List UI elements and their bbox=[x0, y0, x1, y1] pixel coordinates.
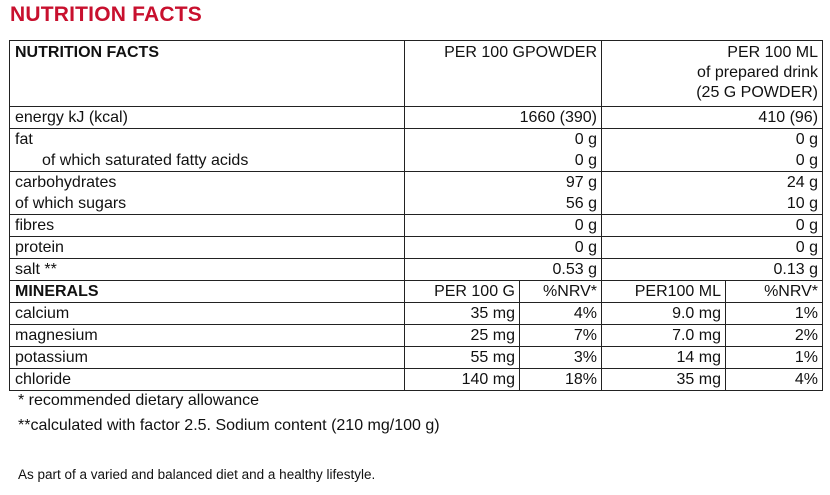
mineral-nrv1: 7% bbox=[519, 324, 602, 347]
table-row: calcium 35 mg 4% 9.0 mg 1% bbox=[9, 302, 824, 325]
table-row: energy kJ (kcal) 1660 (390) 410 (96) bbox=[9, 106, 824, 129]
header-per-100ml: PER 100 ML of prepared drink (25 G POWDE… bbox=[600, 40, 824, 107]
page-title: NUTRITION FACTS bbox=[10, 3, 202, 26]
table-row: potassium 55 mg 3% 14 mg 1% bbox=[9, 346, 824, 369]
header-label: NUTRITION FACTS bbox=[9, 40, 405, 107]
nutrient-name: fibres bbox=[9, 214, 405, 237]
minerals-header-nrv2: %NRV* bbox=[724, 280, 824, 303]
mineral-nrv2: 4% bbox=[724, 368, 824, 391]
table-row: carbohydrates 97 g 24 g bbox=[9, 171, 824, 193]
nutrient-per100ml: 0 g bbox=[600, 150, 824, 172]
header-per-100g: PER 100 GPOWDER bbox=[404, 40, 602, 107]
nutrient-per100g: 0.53 g bbox=[404, 258, 602, 281]
nutrient-per100g: 0 g bbox=[404, 214, 602, 237]
nutrient-name: energy kJ (kcal) bbox=[9, 106, 405, 129]
mineral-per100g: 35 mg bbox=[404, 302, 520, 325]
table-row: of which saturated fatty acids 0 g 0 g bbox=[9, 150, 824, 172]
nutrient-name: of which saturated fatty acids bbox=[9, 150, 405, 172]
mineral-name: chloride bbox=[9, 368, 405, 391]
mineral-per100g: 55 mg bbox=[404, 346, 520, 369]
nutrient-per100g: 1660 (390) bbox=[404, 106, 602, 129]
mineral-name: magnesium bbox=[9, 324, 405, 347]
mineral-nrv2: 1% bbox=[724, 346, 824, 369]
nutrient-name: protein bbox=[9, 236, 405, 259]
nutrient-name: of which sugars bbox=[9, 193, 405, 215]
mineral-name: potassium bbox=[9, 346, 405, 369]
minerals-header-per100g: PER 100 G bbox=[404, 280, 520, 303]
minerals-header-per100ml: PER100 ML bbox=[601, 280, 726, 303]
minerals-label: MINERALS bbox=[9, 280, 405, 303]
nutrient-per100ml: 410 (96) bbox=[600, 106, 824, 129]
mineral-nrv1: 18% bbox=[519, 368, 602, 391]
nutrient-per100ml: 24 g bbox=[600, 171, 824, 193]
mineral-per100ml: 35 mg bbox=[601, 368, 726, 391]
mineral-per100ml: 7.0 mg bbox=[601, 324, 726, 347]
nutrient-per100g: 56 g bbox=[404, 193, 602, 215]
nutrient-name: carbohydrates bbox=[9, 171, 405, 193]
nutrient-per100g: 0 g bbox=[404, 236, 602, 259]
mineral-nrv2: 2% bbox=[724, 324, 824, 347]
nutrient-per100ml: 0 g bbox=[600, 128, 824, 150]
footnote-salt: **calculated with factor 2.5. Sodium con… bbox=[18, 417, 440, 434]
mineral-per100g: 140 mg bbox=[404, 368, 520, 391]
table-header-row: NUTRITION FACTS PER 100 GPOWDER PER 100 … bbox=[9, 40, 824, 107]
mineral-per100ml: 14 mg bbox=[601, 346, 726, 369]
minerals-header-row: MINERALS PER 100 G %NRV* PER100 ML %NRV* bbox=[9, 280, 824, 303]
table-row: fibres 0 g 0 g bbox=[9, 214, 824, 237]
nutrient-per100ml: 0 g bbox=[600, 236, 824, 259]
mineral-name: calcium bbox=[9, 302, 405, 325]
nutrient-per100g: 97 g bbox=[404, 171, 602, 193]
mineral-per100g: 25 mg bbox=[404, 324, 520, 347]
table-row: chloride 140 mg 18% 35 mg 4% bbox=[9, 368, 824, 391]
table-row: magnesium 25 mg 7% 7.0 mg 2% bbox=[9, 324, 824, 347]
table-row: of which sugars 56 g 10 g bbox=[9, 193, 824, 215]
nutrient-name: fat bbox=[9, 128, 405, 150]
footnote-nrv: * recommended dietary allowance bbox=[18, 392, 260, 409]
nutrient-per100g: 0 g bbox=[404, 150, 602, 172]
nutrient-per100g: 0 g bbox=[404, 128, 602, 150]
mineral-per100ml: 9.0 mg bbox=[601, 302, 726, 325]
table-row: salt ** 0.53 g 0.13 g bbox=[9, 258, 824, 281]
mineral-nrv1: 3% bbox=[519, 346, 602, 369]
nutrient-per100ml: 0.13 g bbox=[600, 258, 824, 281]
minerals-header-nrv1: %NRV* bbox=[519, 280, 602, 303]
nutrition-table: NUTRITION FACTS PER 100 GPOWDER PER 100 … bbox=[9, 40, 824, 391]
mineral-nrv1: 4% bbox=[519, 302, 602, 325]
table-row: protein 0 g 0 g bbox=[9, 236, 824, 259]
nutrient-per100ml: 0 g bbox=[600, 214, 824, 237]
footer-text: As part of a varied and balanced diet an… bbox=[18, 467, 376, 482]
mineral-nrv2: 1% bbox=[724, 302, 824, 325]
table-row: fat 0 g 0 g bbox=[9, 128, 824, 150]
nutrient-name: salt ** bbox=[9, 258, 405, 281]
nutrient-per100ml: 10 g bbox=[600, 193, 824, 215]
